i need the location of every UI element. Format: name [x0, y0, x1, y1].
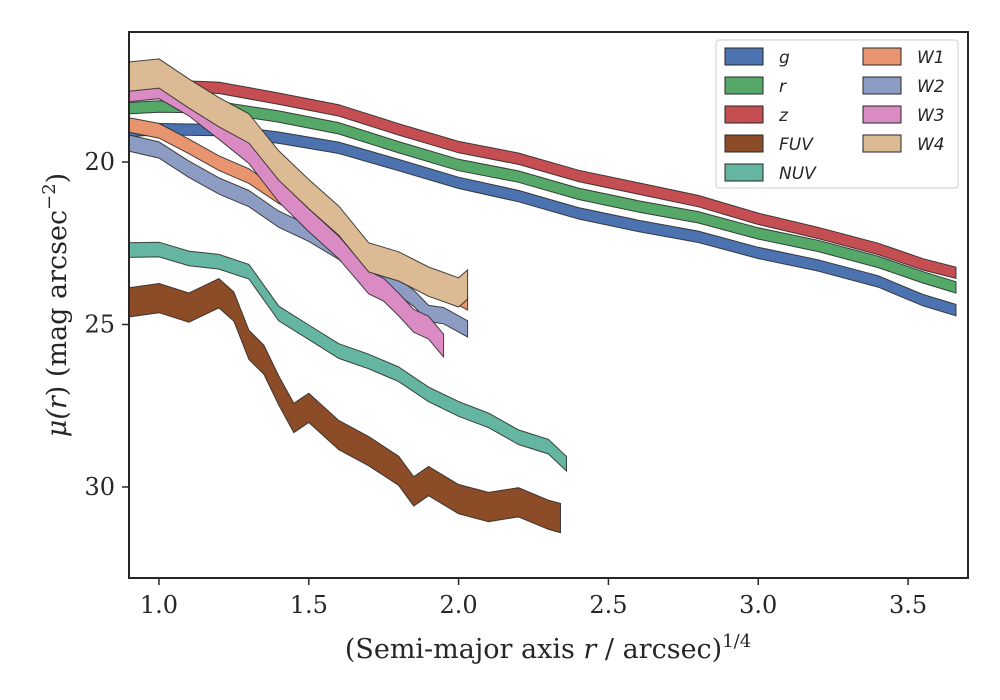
y-axis-label-part-2: ) (mag arcsec — [42, 210, 73, 396]
plot-frame — [128, 31, 969, 579]
legend-swatch-r — [724, 76, 764, 95]
y-axis-label-close: ) — [42, 173, 73, 184]
legend-label-nuv: NUV — [779, 164, 817, 184]
legend-swatch-w2 — [862, 76, 902, 95]
legend-swatch-w4 — [862, 134, 902, 153]
x-axis-label-exponent: 1/4 — [722, 631, 751, 652]
x-tick-label: 1.5 — [290, 591, 328, 619]
x-axis-label-part-1: (Semi-major axis — [345, 634, 584, 665]
series-band-g — [129, 122, 957, 317]
legend-swatch-w3 — [862, 105, 902, 124]
y-axis-label-variable: r — [42, 394, 73, 409]
legend-label-r: r — [779, 77, 787, 97]
series-band-r — [129, 100, 957, 294]
y-axis: 20 25 30 — [84, 148, 129, 501]
legend-swatch-w1 — [862, 47, 902, 66]
legend: grz FUV NUV W1 W2 W3 W4 — [715, 39, 959, 189]
legend-label-w4: W4 — [917, 135, 945, 155]
x-axis-label-variable: r — [583, 634, 598, 665]
series-band-nuv — [129, 241, 567, 473]
legend-swatch-z — [724, 105, 764, 124]
y-axis-label: μ(r) (mag arcsec−2) — [39, 173, 73, 437]
x-axis: 1.0 1.5 2.0 2.5 3.0 3.5 — [140, 578, 927, 619]
y-tick-label: 25 — [84, 311, 115, 339]
series-bands — [129, 58, 957, 534]
y-tick-label: 20 — [84, 148, 115, 176]
legend-label-g: g — [779, 48, 790, 68]
x-tick-label: 3.5 — [889, 591, 927, 619]
x-axis-label-part-2: / arcsec) — [596, 634, 722, 665]
legend-label-fuv: FUV — [779, 135, 814, 155]
y-tick-label: 30 — [84, 473, 115, 501]
legend-swatch-nuv — [724, 163, 764, 182]
legend-label-z: z — [778, 106, 789, 126]
y-axis-label-exponent: −2 — [39, 183, 60, 210]
series-band-z — [129, 79, 957, 280]
x-tick-label: 2.5 — [589, 591, 627, 619]
series-band-w4 — [129, 58, 469, 308]
x-tick-label: 2.0 — [440, 591, 478, 619]
legend-label-w3: W3 — [917, 106, 945, 126]
x-tick-label: 1.0 — [140, 591, 178, 619]
x-tick-label: 3.0 — [739, 591, 777, 619]
y-axis-label-mu: μ( — [42, 408, 73, 438]
x-axis-label: (Semi-major axis r / arcsec)1/4 — [345, 631, 751, 665]
legend-label-w2: W2 — [917, 77, 945, 97]
legend-label-w1: W1 — [917, 48, 945, 68]
legend-swatch-fuv — [724, 134, 764, 153]
series-band-fuv — [129, 278, 561, 534]
legend-swatch-g — [724, 47, 764, 66]
